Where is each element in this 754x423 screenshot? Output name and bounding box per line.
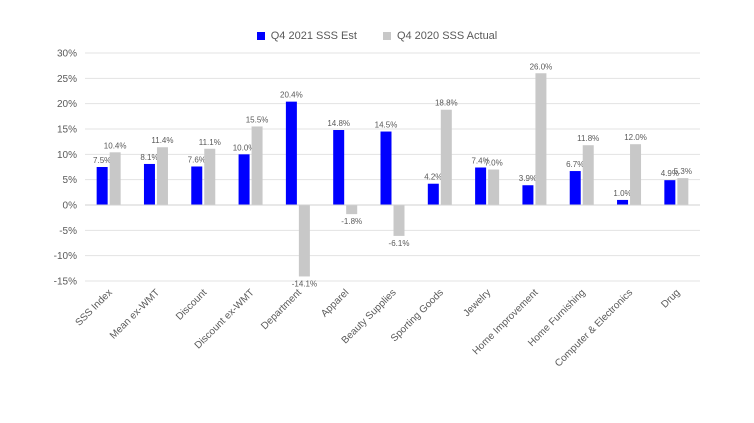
- x-category-label: Discount: [174, 287, 209, 322]
- data-label: 14.5%: [375, 121, 398, 130]
- data-label: 4.2%: [424, 173, 442, 182]
- bar-q4-2021-est: [96, 167, 108, 205]
- y-tick-label: 20%: [57, 99, 77, 110]
- data-label: 12.0%: [624, 133, 647, 142]
- bar-q4-2021-est: [191, 166, 203, 205]
- y-tick-label: 25%: [57, 74, 77, 85]
- legend-label-est: Q4 2021 SSS Est: [270, 30, 357, 42]
- bar-q4-2020-actual: [535, 73, 547, 206]
- legend-swatch-actual: [382, 32, 391, 40]
- data-label: 4.9%: [661, 169, 679, 178]
- data-label: 6.7%: [566, 160, 584, 169]
- x-category-label: Computer & Electronics: [553, 287, 635, 369]
- y-tick-label: 0%: [63, 201, 78, 212]
- bar-q4-2021-est: [522, 185, 534, 205]
- data-label: 7.4%: [471, 157, 489, 166]
- x-category-label: Jewelry: [461, 287, 493, 319]
- y-tick-label: -15%: [54, 277, 77, 288]
- bar-q4-2020-actual: [440, 109, 452, 205]
- bar-q4-2021-est: [475, 167, 487, 205]
- data-label: -14.1%: [292, 279, 317, 288]
- y-tick-label: -10%: [54, 251, 77, 262]
- legend-item-actual: Q4 2020 SSS Actual: [382, 30, 498, 42]
- data-label: 18.8%: [435, 99, 458, 108]
- bar-q4-2020-actual: [393, 205, 405, 236]
- bar-q4-2021-est: [380, 131, 392, 205]
- data-label: 20.4%: [280, 91, 303, 100]
- bar-q4-2021-est: [143, 163, 155, 205]
- legend-swatch-est: [256, 32, 265, 40]
- x-category-label: SSS Index: [74, 287, 115, 328]
- y-tick-label: 10%: [57, 150, 77, 161]
- bar-q4-2020-actual: [582, 145, 594, 205]
- data-label: 5.3%: [674, 167, 692, 176]
- bar-q4-2020-actual: [298, 205, 310, 277]
- bar-q4-2020-actual: [346, 205, 358, 215]
- legend-label-actual: Q4 2020 SSS Actual: [396, 30, 498, 42]
- data-label: -1.8%: [341, 217, 362, 226]
- data-label: -6.1%: [389, 239, 410, 248]
- data-label: 7.0%: [484, 159, 502, 168]
- data-label: 26.0%: [530, 62, 553, 71]
- bar-q4-2020-actual: [156, 147, 168, 205]
- data-label: 3.9%: [519, 174, 537, 183]
- data-label: 1.0%: [613, 189, 631, 198]
- data-label: 10.0%: [233, 143, 256, 152]
- bar-q4-2021-est: [285, 101, 297, 205]
- bar-q4-2020-actual: [251, 126, 263, 205]
- y-tick-label: 5%: [63, 175, 78, 186]
- data-label: 7.6%: [188, 155, 206, 164]
- data-label: 11.4%: [151, 136, 173, 145]
- bar-q4-2020-actual: [204, 148, 216, 205]
- bar-q4-2021-est: [617, 199, 629, 205]
- x-category-label: Apparel: [319, 287, 351, 319]
- data-label: 14.8%: [327, 119, 350, 128]
- bar-q4-2020-actual: [488, 169, 500, 205]
- bar-q4-2020-actual: [630, 144, 642, 205]
- data-label: 11.1%: [199, 138, 221, 147]
- bar-q4-2021-est: [333, 130, 345, 205]
- chart-legend: Q4 2021 SSS Est Q4 2020 SSS Actual: [0, 30, 754, 42]
- data-label: 8.1%: [140, 153, 158, 162]
- x-category-label: Mean ex-WMT: [108, 287, 162, 341]
- legend-item-est: Q4 2021 SSS Est: [256, 30, 357, 42]
- bar-q4-2021-est: [664, 180, 676, 205]
- x-category-label: Drug: [659, 287, 682, 310]
- data-label: 10.4%: [104, 141, 127, 150]
- y-tick-label: 15%: [57, 125, 77, 136]
- bar-q4-2021-est: [427, 183, 439, 205]
- bar-q4-2021-est: [238, 154, 250, 205]
- data-label: 7.5%: [93, 156, 111, 165]
- x-category-label: Department: [259, 287, 304, 332]
- y-tick-label: 30%: [57, 49, 77, 60]
- bar-q4-2021-est: [569, 171, 581, 205]
- data-label: 11.8%: [577, 134, 599, 143]
- y-tick-label: -5%: [59, 226, 77, 237]
- bar-q4-2020-actual: [677, 178, 689, 205]
- bar-q4-2020-actual: [109, 152, 121, 205]
- data-label: 15.5%: [246, 115, 269, 124]
